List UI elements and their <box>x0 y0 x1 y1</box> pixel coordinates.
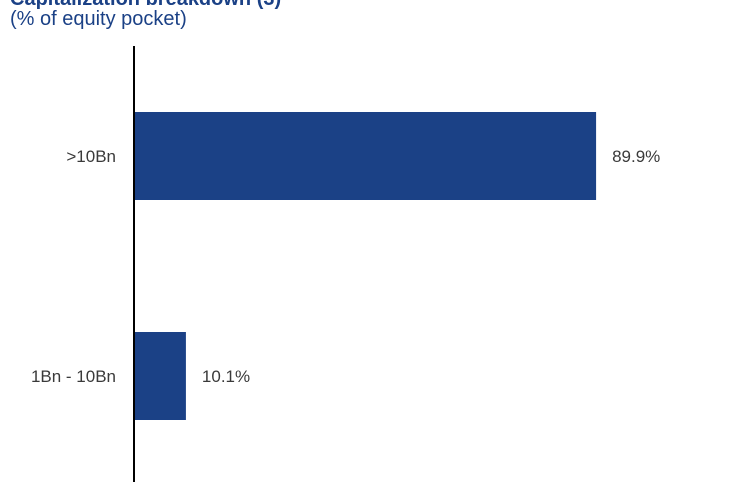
bar-0 <box>134 112 597 200</box>
value-label-0: 89.9% <box>612 147 660 166</box>
bar-1 <box>134 332 186 420</box>
category-label-0: >10Bn <box>66 147 116 166</box>
value-label-1: 10.1% <box>202 367 250 386</box>
chart-subtitle: (% of equity pocket) <box>10 8 187 30</box>
category-label-1: 1Bn - 10Bn <box>31 367 116 386</box>
chart-title: Capitalization breakdown (3) <box>10 0 281 11</box>
